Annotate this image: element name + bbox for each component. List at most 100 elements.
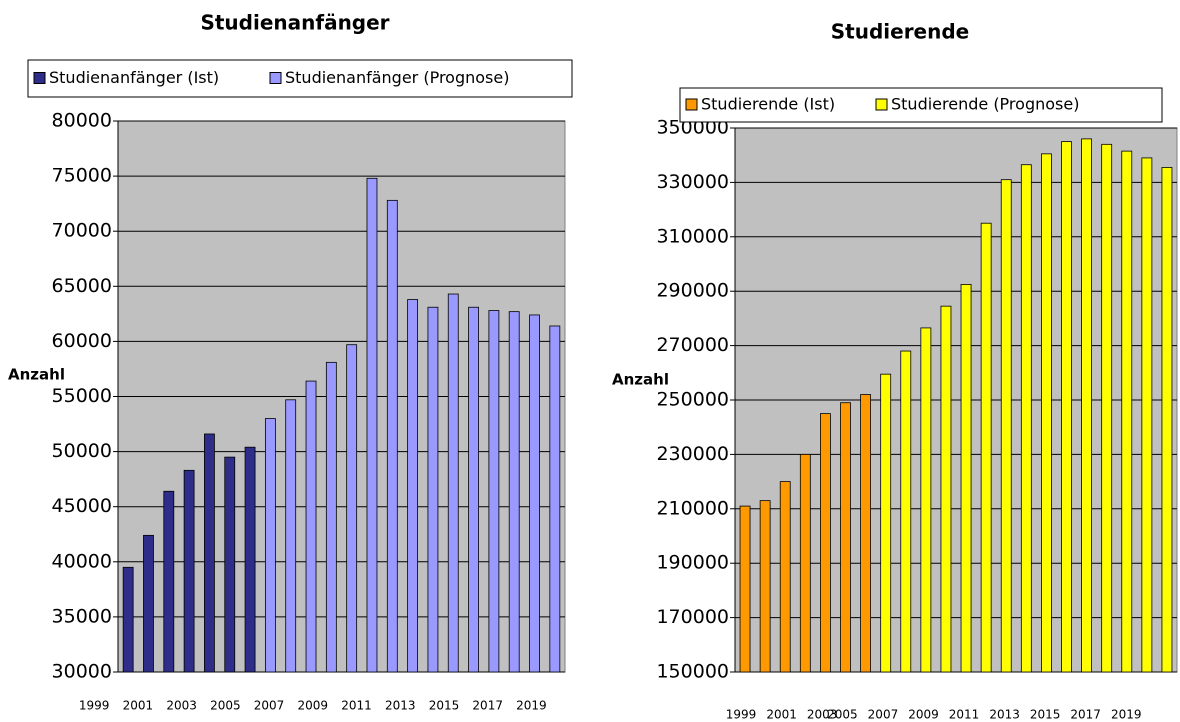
bar bbox=[880, 373, 892, 673]
bar bbox=[1081, 138, 1092, 673]
bar bbox=[143, 534, 154, 673]
legend-swatch bbox=[875, 98, 888, 111]
bar bbox=[427, 306, 439, 673]
y-tick-label: 35000 bbox=[52, 605, 112, 627]
bar bbox=[960, 283, 972, 673]
y-tick-label: 310000 bbox=[656, 225, 729, 247]
x-tick-label: 2013 bbox=[385, 699, 416, 713]
chart-title: Studierende bbox=[831, 20, 970, 44]
legend-swatch bbox=[685, 98, 698, 111]
x-tick-label: 1999 bbox=[726, 708, 757, 722]
y-axis-label: Anzahl bbox=[8, 366, 65, 384]
bar bbox=[1161, 167, 1173, 673]
bar bbox=[285, 399, 297, 673]
bar bbox=[1121, 150, 1133, 673]
x-tick-label: 2001 bbox=[766, 708, 797, 722]
x-tick-label: 2011 bbox=[949, 708, 980, 722]
y-tick-label: 50000 bbox=[52, 440, 112, 462]
y-tick-label: 330000 bbox=[656, 171, 729, 193]
y-tick-label: 75000 bbox=[52, 165, 112, 187]
bar bbox=[346, 344, 358, 673]
x-tick-label: 2017 bbox=[1070, 708, 1101, 722]
bar bbox=[1020, 164, 1032, 673]
bar bbox=[163, 490, 175, 673]
legend-swatch bbox=[269, 72, 282, 84]
x-tick-label: 2011 bbox=[341, 699, 372, 713]
x-tick-label: 1999 bbox=[79, 699, 110, 713]
y-tick-label: 230000 bbox=[656, 443, 729, 465]
bar bbox=[529, 314, 540, 673]
x-tick-label: 2013 bbox=[989, 708, 1020, 722]
y-tick-label: 210000 bbox=[656, 497, 729, 519]
x-tick-label: 2003 bbox=[807, 708, 838, 722]
bar bbox=[739, 505, 751, 673]
legend-label: Studierende (Ist) bbox=[701, 95, 835, 114]
x-tick-label: 2015 bbox=[1030, 708, 1061, 722]
bar bbox=[1101, 143, 1113, 673]
chart-title: Studienanfänger bbox=[200, 11, 389, 35]
y-axis-label: Anzahl bbox=[612, 371, 669, 389]
y-tick-label: 270000 bbox=[656, 334, 729, 356]
x-tick-label: 2005 bbox=[210, 699, 241, 713]
y-tick-label: 60000 bbox=[52, 330, 112, 352]
y-tick-label: 70000 bbox=[52, 220, 112, 242]
legend-box bbox=[27, 59, 573, 98]
bar bbox=[1041, 153, 1052, 673]
bar bbox=[980, 222, 992, 673]
y-tick-label: 250000 bbox=[656, 389, 729, 411]
x-tick-label: 2001 bbox=[123, 699, 154, 713]
x-tick-label: 2019 bbox=[1111, 708, 1142, 722]
x-tick-label: 2007 bbox=[868, 708, 899, 722]
bar bbox=[940, 305, 952, 673]
legend-box bbox=[679, 87, 1163, 123]
x-tick-label: 2005 bbox=[827, 708, 858, 722]
bar bbox=[224, 456, 236, 673]
bar bbox=[183, 469, 195, 673]
y-tick-label: 170000 bbox=[656, 606, 729, 628]
x-tick-label: 2009 bbox=[908, 708, 939, 722]
x-tick-label: 2009 bbox=[298, 699, 329, 713]
bar bbox=[549, 325, 561, 673]
bar bbox=[1061, 141, 1072, 673]
bar bbox=[386, 199, 398, 673]
bar bbox=[122, 566, 134, 673]
bar bbox=[860, 394, 871, 673]
bar bbox=[920, 327, 932, 673]
y-tick-label: 150000 bbox=[656, 661, 729, 683]
y-tick-label: 290000 bbox=[656, 280, 729, 302]
bar bbox=[840, 402, 851, 673]
bar bbox=[900, 350, 912, 673]
x-tick-label: 2015 bbox=[429, 699, 460, 713]
y-tick-label: 190000 bbox=[656, 552, 729, 574]
x-tick-label: 2019 bbox=[516, 699, 547, 713]
bar bbox=[366, 177, 378, 673]
x-tick-label: 2003 bbox=[166, 699, 197, 713]
x-tick-label: 2007 bbox=[254, 699, 285, 713]
y-tick-label: 30000 bbox=[52, 661, 112, 683]
bar bbox=[1000, 179, 1012, 673]
bar bbox=[204, 433, 215, 673]
bar bbox=[325, 361, 337, 673]
bar bbox=[1141, 157, 1153, 673]
bar bbox=[447, 293, 459, 673]
bar bbox=[264, 418, 276, 673]
y-tick-label: 55000 bbox=[52, 385, 112, 407]
legend-label: Studierende (Prognose) bbox=[891, 95, 1079, 114]
bar bbox=[407, 299, 419, 673]
bar bbox=[779, 481, 791, 673]
bar bbox=[305, 380, 317, 673]
legend-swatch bbox=[33, 72, 46, 84]
y-tick-label: 45000 bbox=[52, 495, 112, 517]
legend-label: Studienanfänger (Ist) bbox=[49, 68, 219, 87]
bar bbox=[244, 446, 256, 673]
bar bbox=[488, 310, 500, 673]
legend-label: Studienanfänger (Prognose) bbox=[285, 68, 509, 87]
bar bbox=[799, 453, 811, 673]
y-tick-label: 80000 bbox=[52, 110, 112, 132]
x-tick-label: 2017 bbox=[472, 699, 503, 713]
y-tick-label: 40000 bbox=[52, 550, 112, 572]
bar bbox=[508, 311, 520, 673]
bar bbox=[820, 413, 831, 673]
bar bbox=[468, 306, 479, 673]
